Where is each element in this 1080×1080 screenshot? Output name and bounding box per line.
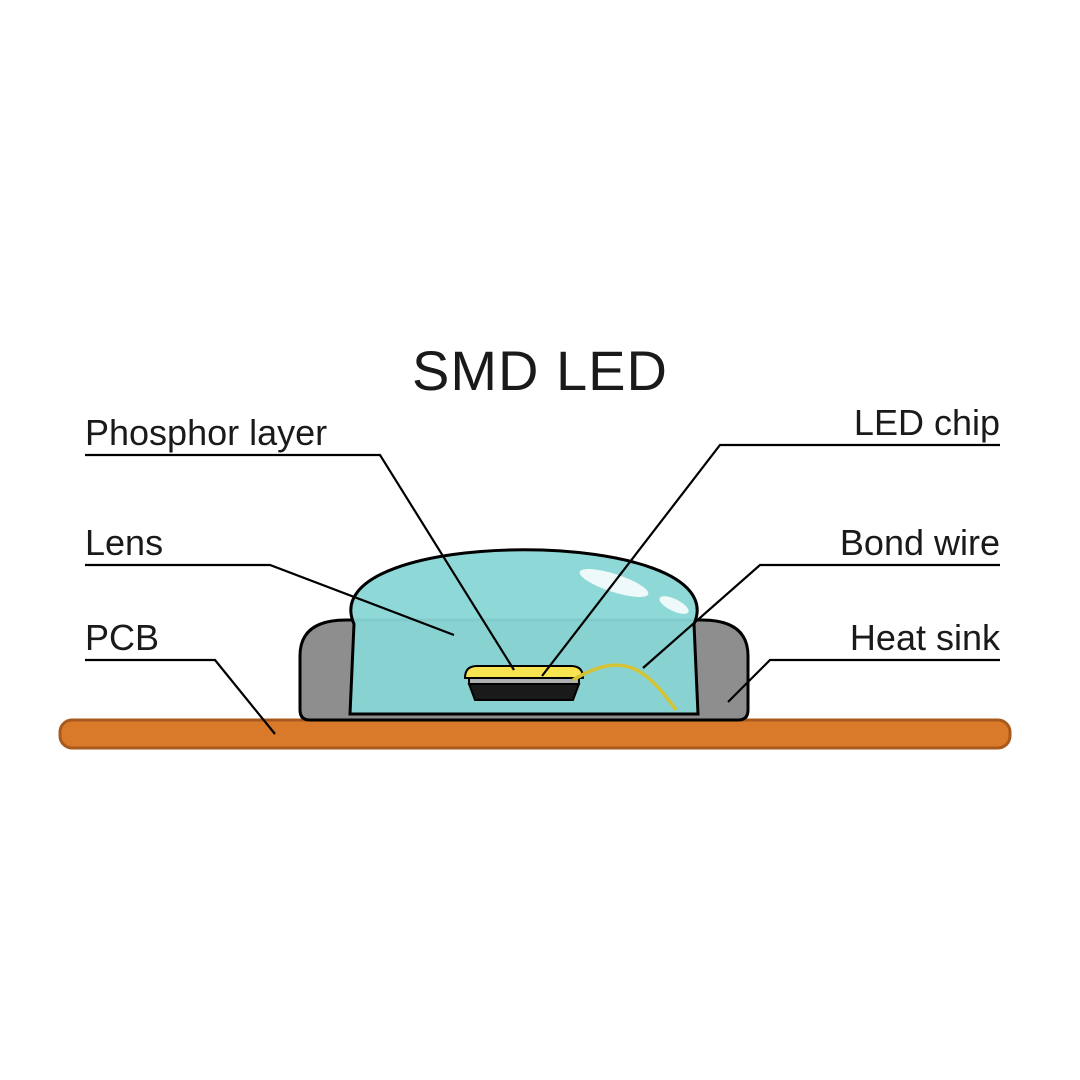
label-heatsink: Heat sink xyxy=(728,617,1001,702)
diagram-title: SMD LED xyxy=(412,339,668,402)
label-text-ledchip: LED chip xyxy=(854,402,1000,443)
phosphor-layer-shape xyxy=(465,666,583,678)
label-text-heatsink: Heat sink xyxy=(850,617,1001,658)
smd-led-diagram: SMD LED Phosphor layer Lens PCB LED chip… xyxy=(0,0,1080,1080)
led-chip-body xyxy=(469,684,579,700)
leader-heatsink xyxy=(728,660,1000,702)
label-text-bondwire: Bond wire xyxy=(840,522,1000,563)
pcb-board xyxy=(60,720,1010,748)
label-text-lens: Lens xyxy=(85,522,163,563)
label-text-pcb: PCB xyxy=(85,617,159,658)
label-text-phosphor: Phosphor layer xyxy=(85,412,327,453)
label-pcb: PCB xyxy=(85,617,275,734)
